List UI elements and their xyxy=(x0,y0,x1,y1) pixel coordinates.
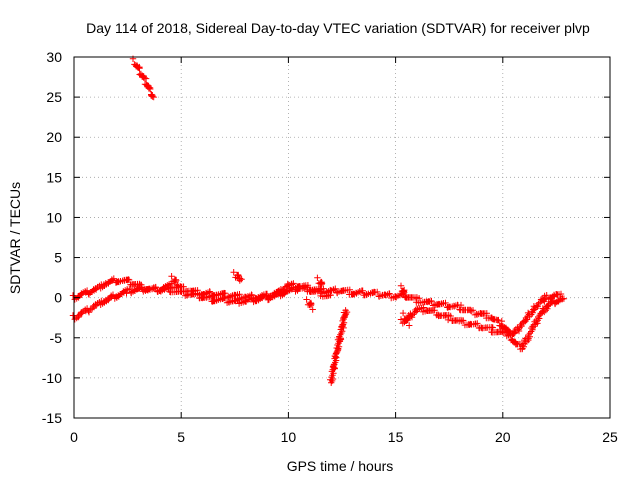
series-spike-11.5 xyxy=(314,274,327,292)
series-spike-11-low xyxy=(303,296,316,313)
series-markers xyxy=(69,283,334,323)
x-tick-label: 20 xyxy=(495,429,511,445)
series-markers xyxy=(399,309,413,329)
chart-title: Day 114 of 2018, Sidereal Day-to-day VTE… xyxy=(86,20,590,36)
x-tick-label: 25 xyxy=(602,429,618,445)
y-tick-label: 25 xyxy=(46,89,62,105)
series-spike-15.5-low xyxy=(399,309,413,329)
axes: 0 5 10 15 20 25 -15 -10 -5 0 5 10 15 20 25 30 xyxy=(42,49,618,445)
data-points xyxy=(69,55,568,386)
series-spike-15.3 xyxy=(397,282,409,300)
x-tick-label: 15 xyxy=(388,429,404,445)
y-axis-label: SDTVAR / TECUs xyxy=(7,182,23,294)
y-tick-label: -10 xyxy=(42,370,62,386)
series-arc-high xyxy=(129,55,157,101)
x-tick-label: 5 xyxy=(177,429,185,445)
y-tick-label: 5 xyxy=(54,250,62,266)
y-tick-label: 0 xyxy=(54,290,62,306)
x-tick-label: 0 xyxy=(70,429,78,445)
series-arc-drop xyxy=(327,307,351,386)
series-dip-band xyxy=(498,295,568,353)
y-tick-label: -15 xyxy=(42,410,62,426)
series-spike-4.7 xyxy=(168,273,181,289)
series-markers xyxy=(498,295,568,353)
series-markers xyxy=(129,55,157,101)
series-spike-7.6 xyxy=(230,269,245,284)
y-tick-label: 15 xyxy=(46,169,62,185)
x-axis-label: GPS time / hours xyxy=(287,458,394,474)
series-markers xyxy=(397,290,566,340)
series-markers xyxy=(230,269,245,284)
series-markers xyxy=(168,273,181,289)
series-main-band-lower xyxy=(69,283,334,323)
series-markers xyxy=(327,307,351,386)
plot-frame xyxy=(73,56,611,419)
y-tick-label: -5 xyxy=(50,330,63,346)
series-markers xyxy=(314,274,327,292)
x-tick-label: 10 xyxy=(281,429,297,445)
series-markers xyxy=(303,296,316,313)
series-late-band xyxy=(397,290,566,340)
y-tick-label: 10 xyxy=(46,209,62,225)
y-tick-label: 20 xyxy=(46,129,62,145)
series-markers xyxy=(397,282,409,300)
y-tick-label: 30 xyxy=(46,49,62,65)
